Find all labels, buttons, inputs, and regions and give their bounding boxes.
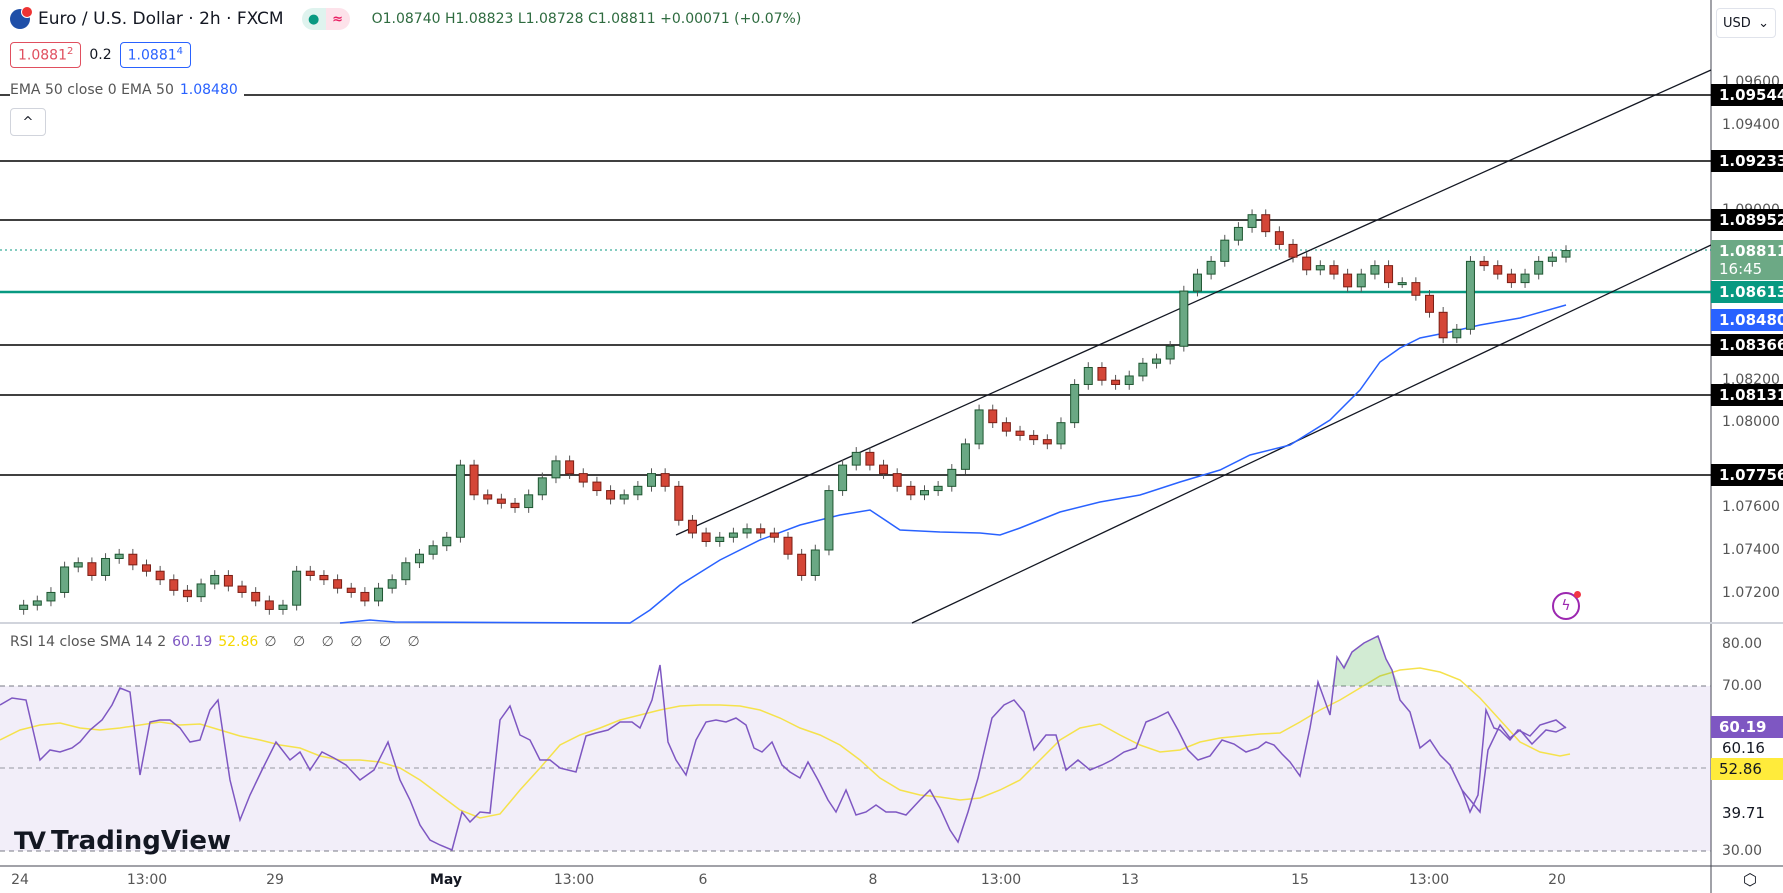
level-tag: 1.09233 [1711, 150, 1783, 172]
time-tick: 13:00 [1408, 872, 1450, 888]
level-tag: 1.08366 [1711, 334, 1783, 356]
rsi-legend[interactable]: RSI 14 close SMA 14 2 60.19 52.86 ∅ ∅ ∅ ∅ ∅… [10, 634, 426, 650]
ema-label: EMA 50 close 0 EMA 50 [10, 82, 174, 98]
time-tick: 13:00 [553, 872, 595, 888]
market-open-dot-icon: ● [301, 8, 326, 30]
approx-data-icon: ≈ [325, 8, 350, 30]
time-tick: 13 [1121, 872, 1139, 888]
market-status-pill[interactable]: ● ≈ [301, 8, 350, 30]
rsi-line [0, 634, 1567, 852]
level-tag: 1.07756 [1711, 464, 1783, 486]
rsi-sma-tag: 52.86 [1711, 758, 1783, 780]
rsi-tick: 30.00 [1722, 843, 1763, 859]
currency-label: USD [1723, 15, 1751, 31]
rsi-value-tag: 60.19 [1711, 716, 1783, 738]
price-tick: 1.07600 [1722, 499, 1780, 515]
time-tick: 29 [266, 872, 284, 888]
price-tick: 1.09400 [1722, 117, 1780, 133]
horizontal-levels[interactable] [0, 94, 1711, 476]
time-tick: May [429, 872, 463, 888]
level-tag: 1.08952 [1711, 209, 1783, 231]
tradingview-mark-icon: TV [14, 827, 46, 855]
chevron-up-icon: ^ [22, 114, 34, 130]
price-tick: 1.07200 [1722, 585, 1780, 601]
symbol-header[interactable]: Euro / U.S. Dollar · 2h · FXCM ● ≈ O1.08… [10, 6, 802, 30]
rsi-label: RSI 14 close SMA 14 2 [10, 634, 167, 650]
level-tag: 1.08613 [1711, 281, 1783, 303]
time-tick: 20 [1548, 872, 1566, 888]
rsi-tick: 80.00 [1722, 636, 1763, 652]
rsi-tick: 39.71 [1722, 804, 1765, 822]
rsi-empty-values: ∅ ∅ ∅ ∅ ∅ ∅ [264, 634, 426, 650]
current-price: 1.08811 [1719, 242, 1783, 260]
time-tick: 15 [1291, 872, 1309, 888]
currency-select[interactable]: USD ⌄ [1716, 8, 1776, 38]
candlesticks[interactable] [19, 209, 1571, 615]
quote-buttons: 1.08812 0.2 1.08814 [10, 42, 192, 68]
ema-legend[interactable]: EMA 50 close 0 EMA 50 1.08480 [10, 82, 244, 98]
price-tick: 1.07400 [1722, 542, 1780, 558]
channel-upper-line[interactable] [675, 69, 1712, 536]
time-tick: 13:00 [980, 872, 1022, 888]
level-tag: 1.08131 [1711, 384, 1783, 406]
rsi-sma-value: 52.86 [218, 634, 259, 650]
channel-lower-line[interactable] [911, 244, 1712, 624]
ema-price-tag: 1.08480 [1711, 309, 1783, 331]
tradingview-logo: TV TradingView [14, 826, 231, 856]
eur-usd-flag-icon [10, 6, 33, 29]
sell-button[interactable]: 1.08812 [10, 42, 82, 68]
time-tick: 8 [868, 872, 878, 888]
bar-countdown: 16:45 [1719, 260, 1763, 278]
ema50-line [339, 304, 1567, 624]
time-tick: 24 [11, 872, 29, 888]
time-tick: 13:00 [126, 872, 168, 888]
level-tag: 1.09544 [1711, 84, 1783, 106]
chart-settings-icon[interactable]: ⬡ [1743, 870, 1757, 889]
ohlc-values: O1.08740 H1.08823 L1.08728 C1.08811 +0.0… [371, 11, 802, 27]
chevron-down-icon: ⌄ [1758, 15, 1769, 31]
price-tick: 1.08000 [1722, 414, 1780, 430]
current-price-tag: 1.08811 16:45 [1711, 240, 1783, 280]
collapse-legend-button[interactable]: ^ [10, 108, 46, 136]
rsi-overbought-fill [1332, 636, 1400, 686]
lightning-alert-icon[interactable]: ϟ [1552, 591, 1581, 620]
time-tick: 6 [698, 872, 708, 888]
rsi-tick: 70.00 [1722, 678, 1763, 694]
ema-value: 1.08480 [179, 82, 238, 98]
rsi-sma-line [0, 667, 1571, 819]
rsi-line-tail [1461, 723, 1567, 814]
rsi-tick: 60.16 [1722, 739, 1765, 757]
buy-button[interactable]: 1.08814 [119, 42, 192, 68]
symbol-title[interactable]: Euro / U.S. Dollar · 2h · FXCM [38, 9, 284, 29]
rsi-value: 60.19 [172, 634, 213, 650]
spread-value: 0.2 [89, 46, 112, 63]
logo-text: TradingView [50, 826, 232, 856]
